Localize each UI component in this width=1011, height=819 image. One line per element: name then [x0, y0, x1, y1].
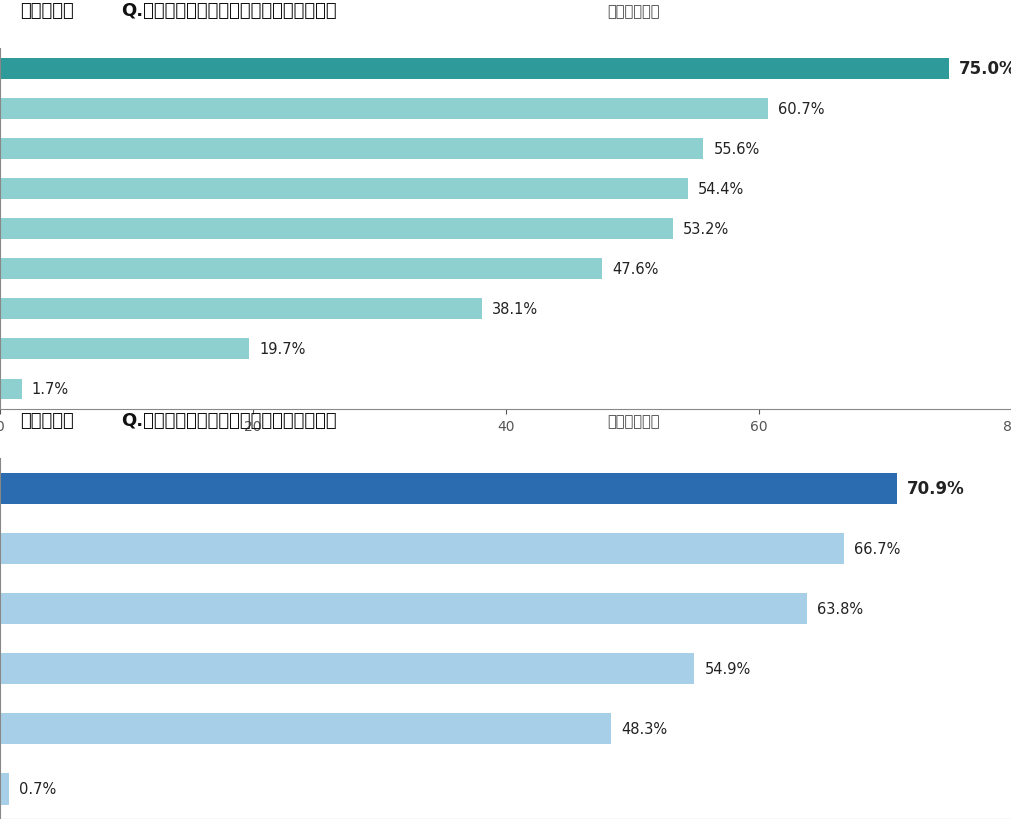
Text: 66.7%: 66.7%	[853, 541, 900, 556]
Text: 60.7%: 60.7%	[777, 102, 824, 116]
Text: 1.7%: 1.7%	[31, 382, 69, 397]
Bar	[0, 593, 807, 624]
Bar	[0, 713, 611, 744]
Text: 63.8%: 63.8%	[817, 601, 862, 616]
Text: 【購入編】: 【購入編】	[20, 2, 74, 20]
Text: （複数回答）: （複数回答）	[607, 4, 659, 19]
Bar	[0, 773, 9, 804]
Text: 54.9%: 54.9%	[704, 662, 750, 676]
Bar	[0, 379, 21, 400]
Bar	[0, 299, 481, 319]
Text: 38.1%: 38.1%	[491, 302, 538, 317]
Text: 55.6%: 55.6%	[713, 142, 759, 156]
Bar	[0, 339, 249, 360]
Bar	[0, 259, 602, 280]
Text: 70.9%: 70.9%	[906, 480, 963, 498]
Text: Q.物件情報以外にあったら嬉しい情報は？: Q.物件情報以外にあったら嬉しい情報は？	[121, 412, 337, 430]
Bar	[0, 219, 672, 240]
Text: 【賃貸編】: 【賃貸編】	[20, 412, 74, 430]
Bar	[0, 99, 767, 120]
Bar	[0, 139, 703, 160]
Bar	[0, 533, 843, 564]
Text: 48.3%: 48.3%	[621, 722, 666, 736]
Text: 54.4%: 54.4%	[698, 182, 744, 197]
Text: 53.2%: 53.2%	[682, 222, 729, 237]
Bar	[0, 59, 948, 79]
Bar	[0, 473, 896, 505]
Bar	[0, 654, 694, 685]
Text: 19.7%: 19.7%	[259, 342, 305, 357]
Text: （複数回答）: （複数回答）	[607, 414, 659, 428]
Text: 75.0%: 75.0%	[958, 60, 1011, 78]
Bar	[0, 179, 687, 200]
Text: Q.物件情報以外にあったら嬉しい情報は？: Q.物件情報以外にあったら嬉しい情報は？	[121, 2, 337, 20]
Text: 47.6%: 47.6%	[612, 262, 658, 277]
Text: 0.7%: 0.7%	[19, 781, 57, 796]
